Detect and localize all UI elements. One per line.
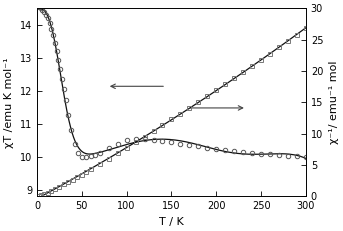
Y-axis label: χT /emu K mol⁻¹: χT /emu K mol⁻¹ (4, 57, 14, 148)
Y-axis label: χ⁻¹/ emu⁻¹ mol: χ⁻¹/ emu⁻¹ mol (329, 61, 339, 144)
X-axis label: T / K: T / K (159, 217, 184, 227)
